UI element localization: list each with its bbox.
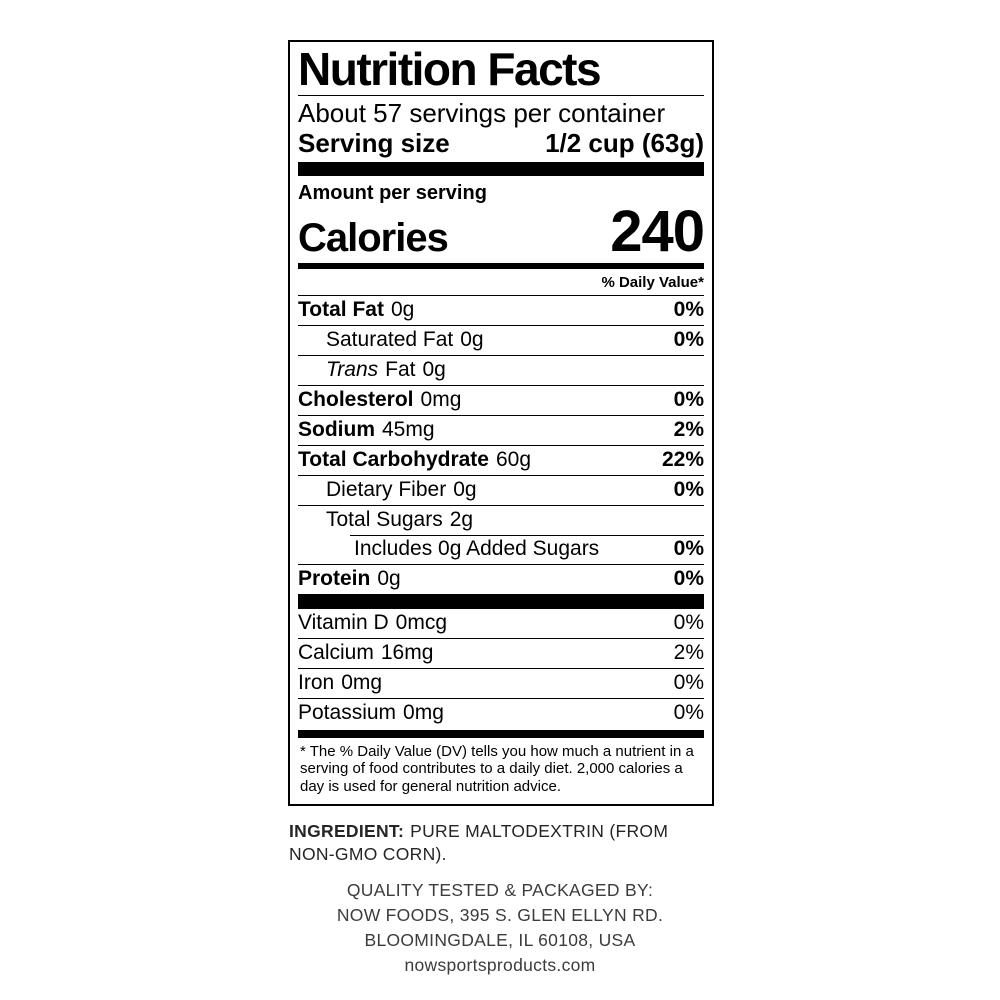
nutrient-name: Potassium 0mg [298,701,444,725]
serving-size-value: 1/2 cup (63g) [545,127,704,158]
nutrient-percent: 0% [673,537,704,561]
nutrient-amount: 2g [449,508,474,532]
nutrient-amount: 16mg [380,641,434,665]
nutrient-percent: 0% [673,611,704,635]
serving-size-label: Serving size [298,127,450,158]
nutrient-name: Iron 0mg [298,671,382,695]
nutrient-name: Total Fat 0g [298,298,414,322]
nutrient-name-bold: Total Carbohydrate [298,448,489,472]
nutrient-name: Total Sugars 2g [298,508,473,532]
daily-value-footnote: * The % Daily Value (DV) tells you how m… [300,742,694,795]
nutrient-amount: 0g [460,328,484,352]
nutrient-percent: 0% [673,567,704,591]
calories-label: Calories [298,215,449,260]
nutrient-amount: 0mg [403,701,444,725]
nutrient-name: Saturated Fat 0g [298,328,484,352]
nutrient-percent: 0% [673,298,704,322]
row-calcium: Calcium 16mg 2% [298,637,704,668]
nutrient-name-bold: Cholesterol [298,388,414,412]
title-divider [298,94,704,96]
ingredient-text: PURE MALTODEXTRIN (FROM NON-GMO CORN). [289,821,669,864]
nutrient-name-bold: Total Fat [298,298,384,322]
amount-per-serving: Amount per serving [298,181,487,204]
nutrition-facts-label: Nutrition Facts About 57 servings per co… [288,40,714,807]
nutrient-name-text: Includes 0g Added Sugars [354,537,600,561]
nutrient-name: Trans Fat 0g [298,358,446,382]
row-sodium: Sodium 45mg 2% [298,414,704,445]
row-total-fat: Total Fat 0g 0% [298,294,704,325]
nutrient-percent: 0% [673,328,704,352]
nutrient-name-bold: Sodium [298,418,375,442]
divider-bar-thick-vitamins [298,593,704,609]
daily-value-header: % Daily Value* [601,273,704,291]
nutrient-name: Dietary Fiber 0g [298,478,477,502]
nutrient-amount: 0g [453,478,477,502]
nutrient-name-text: Potassium [298,701,397,725]
row-potassium: Potassium 0mg 0% [298,697,704,728]
row-saturated-fat: Saturated Fat 0g 0% [298,324,704,355]
nutrient-name-italic: Trans [326,358,379,382]
nutrient-percent: 0% [673,478,704,502]
calories-value: 240 [610,198,705,264]
footer-line-quality: QUALITY TESTED & PACKAGED BY: [346,880,654,900]
row-dietary-fiber: Dietary Fiber 0g 0% [298,474,704,505]
nutrient-name-text: Calcium [298,641,374,665]
row-total-carbohydrate: Total Carbohydrate 60g 22% [298,444,704,475]
divider-bar-thick-top [298,161,704,176]
nutrient-percent: 2% [673,641,704,665]
nutrient-name: Vitamin D 0mcg [298,611,447,635]
nutrient-name-text: Vitamin D [298,611,389,635]
nutrient-amount: 0mg [341,671,383,695]
row-protein: Protein 0g 0% [298,563,704,594]
row-iron: Iron 0mg 0% [298,667,704,698]
row-total-sugars: Total Sugars 2g [298,504,704,535]
nutrient-amount: 0g [422,358,446,382]
row-vitamin-d: Vitamin D 0mcg 0% [298,609,704,638]
divider-bar-medium [298,262,704,269]
servings-per-container: About 57 servings per container [298,97,666,128]
divider-bar-footnote [298,729,704,738]
nutrient-name: Protein 0g [298,567,401,591]
footer-line-address1: NOW FOODS, 395 S. GLEN ELLYN RD. [336,905,664,925]
ingredient-label: INGREDIENT: [289,821,405,841]
nutrient-amount: 45mg [382,418,435,442]
nutrient-name-text: Dietary Fiber [326,478,447,502]
nutrient-name: Sodium 45mg [298,418,435,442]
calories-row: Calories 240 [298,198,705,264]
nutrient-name-bold: Protein [298,567,371,591]
nutrient-amount: 0mg [420,388,462,412]
manufacturer-info: QUALITY TESTED & PACKAGED BY: NOW FOODS,… [0,878,1000,978]
nutrient-percent: 0% [673,671,704,695]
nutrient-percent: 0% [673,701,704,725]
serving-size-row: Serving size 1/2 cup (63g) [298,128,704,158]
ingredient-statement: INGREDIENT: PURE MALTODEXTRIN (FROM NON-G… [289,820,713,866]
nutrient-name-rest: Fat [385,358,416,382]
nutrient-name: Calcium 16mg [298,641,433,665]
nutrient-name: Cholesterol 0mg [298,388,461,412]
nutrient-percent: 22% [661,448,704,472]
nutrient-name-text: Saturated Fat [326,328,454,352]
nutrient-name-text: Iron [298,671,335,695]
row-cholesterol: Cholesterol 0mg 0% [298,384,704,415]
nutrient-name: Total Carbohydrate 60g [298,448,531,472]
nutrient-name-text: Total Sugars [326,508,443,532]
nutrient-amount: 0g [390,298,415,322]
label-title: Nutrition Facts [298,43,602,95]
row-trans-fat: Trans Fat 0g [298,354,704,385]
nutrient-name: Includes 0g Added Sugars [298,537,599,561]
nutrient-amount: 60g [495,448,532,472]
nutrient-amount: 0mcg [395,611,448,635]
nutrient-percent: 0% [673,388,704,412]
footer-line-website: nowsportsproducts.com [404,955,596,975]
nutrient-amount: 0g [377,567,401,591]
nutrient-percent: 2% [673,418,704,442]
footer-line-address2: BLOOMINGDALE, IL 60108, USA [364,930,636,950]
row-added-sugars: Includes 0g Added Sugars 0% [298,534,704,564]
